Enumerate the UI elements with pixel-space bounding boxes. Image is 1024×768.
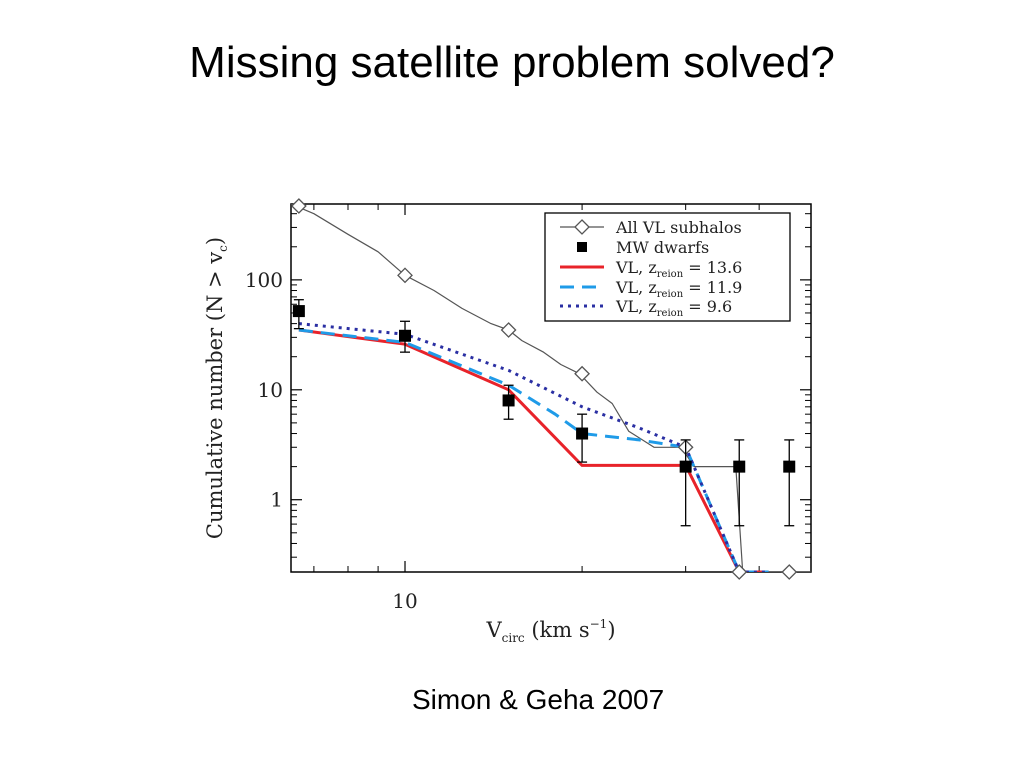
legend-swatch-diamond: [574, 219, 590, 235]
mw-dwarf-point: [576, 427, 589, 440]
y-axis-label: Cumulative number (N > vc): [203, 237, 230, 539]
legend-swatch-square: [577, 242, 587, 252]
legend-label: VL, zreion = 11.9: [615, 278, 742, 300]
subhalo-marker: [290, 198, 307, 214]
mw-dwarf-point: [502, 394, 515, 407]
y-tick-label: 1: [270, 488, 283, 512]
figure-credit: Simon & Geha 2007: [412, 684, 665, 715]
mw-dwarf-point: [399, 329, 412, 342]
subhalo-marker: [781, 564, 798, 580]
slide-title: Missing satellite problem solved?: [189, 38, 835, 87]
subhalo-marker: [731, 564, 748, 580]
subhalo-marker: [397, 267, 413, 284]
series-line-4: [298, 322, 769, 572]
mw-dwarf-point: [679, 460, 692, 473]
subhalo-marker: [574, 365, 591, 382]
series-line-3: [298, 328, 769, 572]
series-line-0: [291, 204, 811, 572]
legend-label: VL, zreion = 9.6: [615, 297, 732, 319]
x-tick-label: 10: [392, 589, 417, 613]
y-tick-label: 100: [245, 268, 283, 292]
series-line-2: [298, 328, 769, 572]
legend-label: VL, zreion = 13.6: [615, 258, 742, 280]
mw-dwarf-point: [292, 305, 305, 318]
mw-dwarf-point: [733, 460, 746, 473]
y-tick-label: 10: [258, 378, 283, 402]
legend-label: MW dwarfs: [616, 238, 709, 257]
x-axis-label: Vcirc (km s−1): [485, 617, 615, 645]
plot-area: 1 10 100 10 Vcirc (km s−1) Cumulative number …: [203, 198, 812, 645]
subhalo-marker: [500, 322, 517, 338]
mw-dwarf-point: [783, 460, 796, 473]
plot-frame: [290, 203, 812, 573]
legend-label: All VL subhalos: [615, 218, 742, 237]
